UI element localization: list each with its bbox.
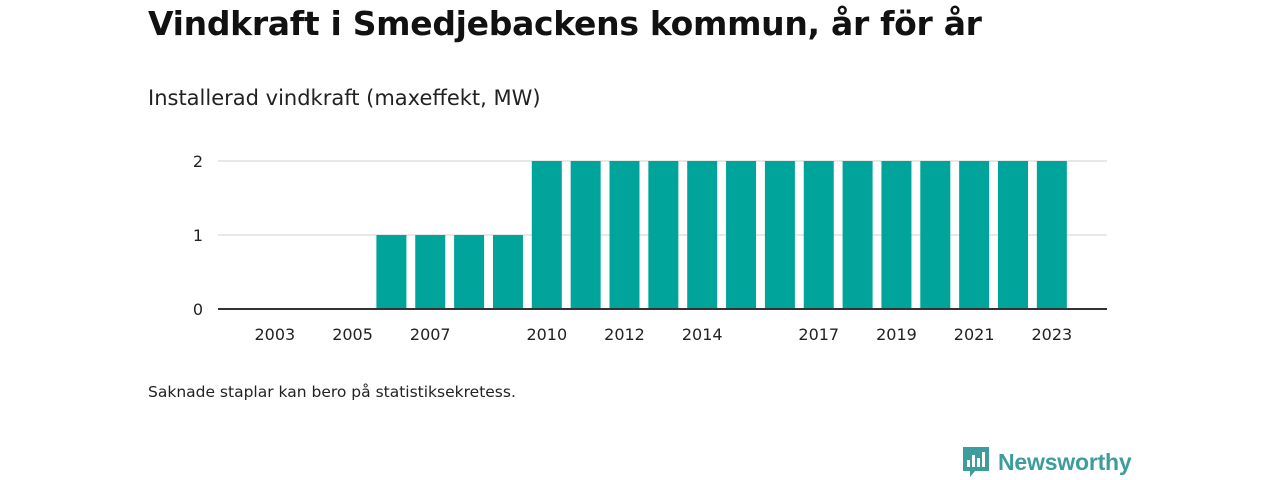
axes: 0 1 2 2003 2005 2007 2010 2012 2014 2017 2019 2021 2… bbox=[193, 152, 1107, 344]
bar-2021 bbox=[959, 161, 990, 309]
bar-2006 bbox=[376, 235, 407, 309]
x-tick-label: 2010 bbox=[526, 325, 567, 344]
bar-2012 bbox=[609, 161, 640, 309]
y-tick-label: 2 bbox=[193, 152, 203, 171]
bar-2011 bbox=[570, 161, 601, 309]
newsworthy-logo-icon bbox=[963, 447, 989, 477]
bar-2017 bbox=[803, 161, 834, 309]
x-tick-label: 2021 bbox=[954, 325, 995, 344]
bar-2016 bbox=[764, 161, 795, 309]
chart-title: Vindkraft i Smedjebackens kommun, år för… bbox=[148, 4, 982, 43]
x-tick-label: 2003 bbox=[254, 325, 295, 344]
brand-logo: Newsworthy bbox=[962, 446, 1132, 478]
x-tick-label: 2014 bbox=[682, 325, 723, 344]
bar-chart: 0 1 2 2003 2005 2007 2010 2012 2014 2017 2019 2021 2… bbox=[193, 152, 1107, 344]
bar-2015 bbox=[726, 161, 757, 309]
bar-2014 bbox=[687, 161, 718, 309]
bar-2020 bbox=[920, 161, 951, 309]
bar-2009 bbox=[492, 235, 523, 309]
x-tick-label: 2017 bbox=[798, 325, 839, 344]
y-tick-label: 0 bbox=[193, 300, 203, 319]
bar-2023 bbox=[1036, 161, 1067, 309]
x-tick-label: 2023 bbox=[1031, 325, 1072, 344]
bar-2022 bbox=[998, 161, 1028, 309]
bar-2019 bbox=[881, 161, 912, 309]
bar-2018 bbox=[842, 161, 873, 309]
bar-2013 bbox=[648, 161, 679, 309]
bar-2008 bbox=[454, 235, 485, 309]
footnote: Saknade staplar kan bero på statistiksek… bbox=[148, 383, 516, 401]
bars bbox=[376, 161, 1067, 309]
brand-name: Newsworthy bbox=[998, 448, 1132, 475]
x-tick-label: 2012 bbox=[604, 325, 645, 344]
chart-subtitle: Installerad vindkraft (maxeffekt, MW) bbox=[148, 86, 541, 110]
y-tick-label: 1 bbox=[193, 226, 203, 245]
x-tick-label: 2005 bbox=[332, 325, 373, 344]
bar-2010 bbox=[531, 161, 562, 309]
x-tick-label: 2007 bbox=[410, 325, 451, 344]
bar-2007 bbox=[415, 235, 446, 309]
x-tick-label: 2019 bbox=[876, 325, 917, 344]
